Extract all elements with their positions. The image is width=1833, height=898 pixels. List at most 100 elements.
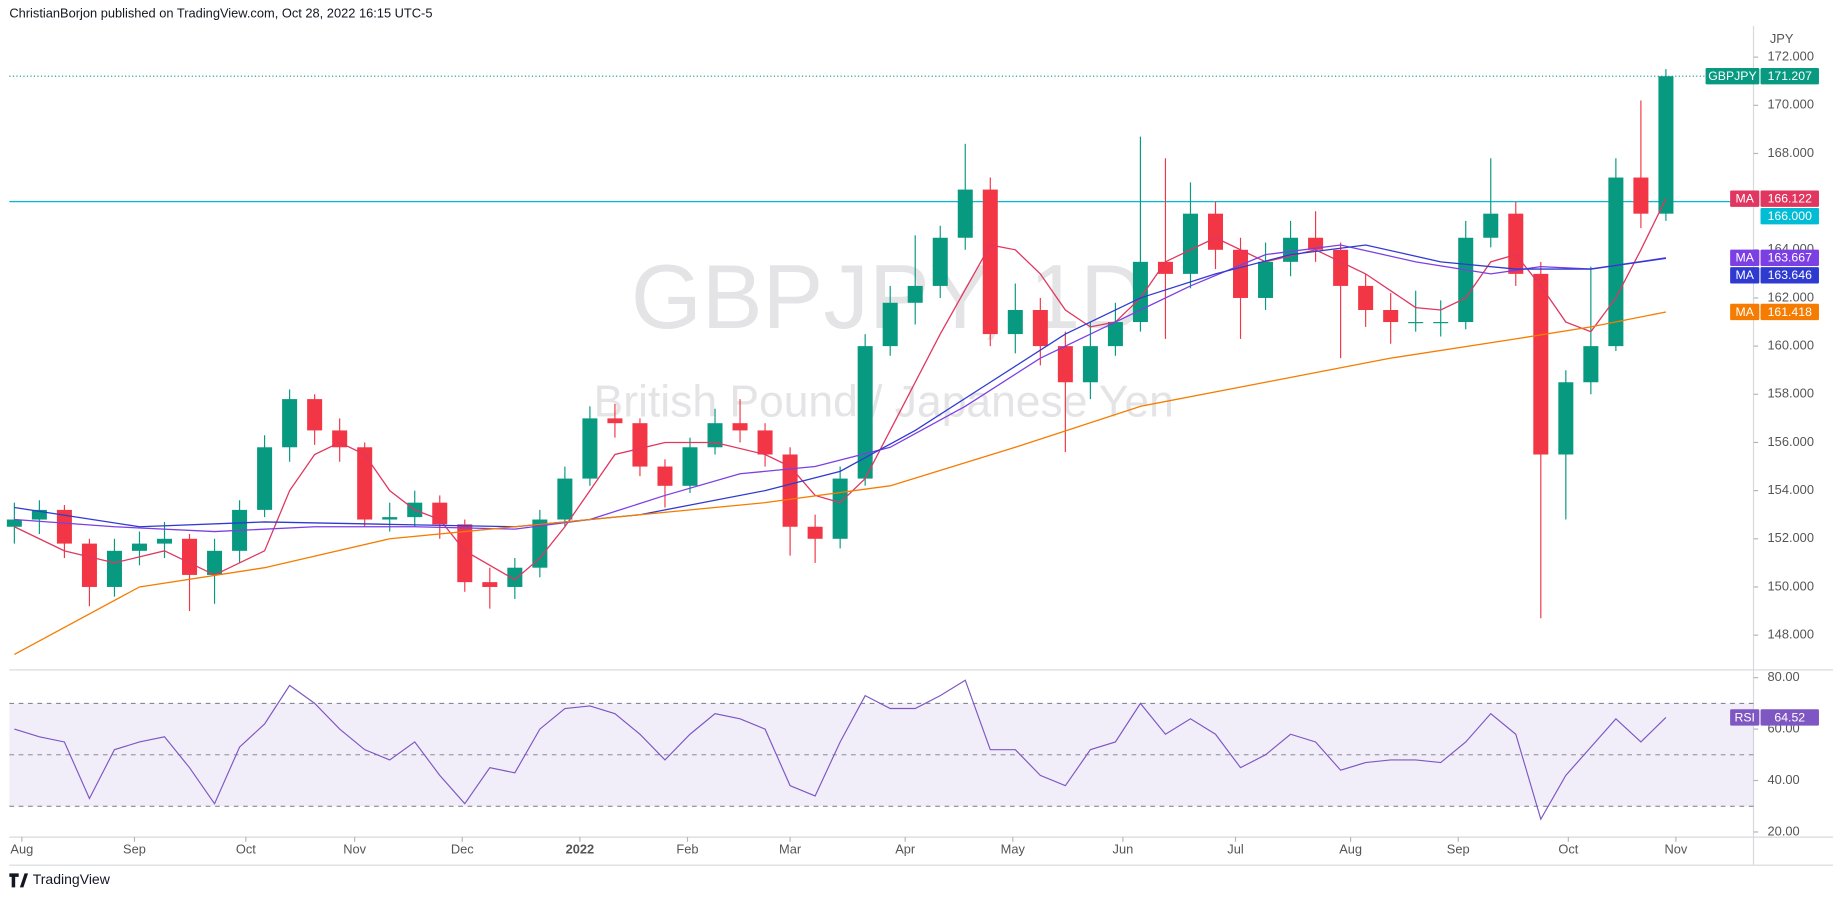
candle-body <box>1583 346 1599 383</box>
candle-body <box>1283 237 1299 262</box>
tradingview-logo <box>9 873 29 888</box>
candle-body <box>56 509 72 544</box>
candle-body <box>156 538 173 544</box>
candle-body <box>582 418 598 479</box>
candle-body <box>1308 237 1324 250</box>
candle-body <box>1533 273 1549 455</box>
x-tick-label: Sep <box>1447 841 1470 856</box>
candle-body <box>1207 213 1224 250</box>
candle-body <box>1157 261 1173 274</box>
candle-body <box>1333 249 1349 286</box>
rsi-line <box>14 679 1667 821</box>
y-tick-label: 160.000 <box>1768 338 1814 353</box>
x-tick-label: Aug <box>10 841 33 856</box>
ma-name-label-box <box>1730 190 1760 207</box>
candle-body <box>332 430 348 448</box>
candle-body <box>832 478 848 539</box>
ma-name-label-box <box>1730 303 1760 321</box>
symbol-label-box <box>1705 68 1760 85</box>
y-tick-label: 152.000 <box>1768 530 1814 545</box>
x-tick-label: Jul <box>1227 841 1243 856</box>
candle-body <box>31 509 47 520</box>
candle-body <box>1182 213 1198 274</box>
candle-body <box>732 423 748 431</box>
candle-body <box>1508 213 1524 274</box>
moving-average <box>14 244 1667 533</box>
candle-body <box>532 519 548 568</box>
candle-body <box>457 524 473 583</box>
candle-body <box>882 302 898 347</box>
x-tick-label: Jun <box>1113 841 1134 856</box>
candle-body <box>106 550 122 587</box>
candle-body <box>632 423 648 467</box>
candle-body <box>131 543 147 551</box>
candle-body <box>1658 76 1674 214</box>
x-tick-label: Aug <box>1339 841 1362 856</box>
candle-body <box>932 237 948 286</box>
last-price-label: 171.207 <box>1768 69 1813 83</box>
y-unit: JPY <box>1770 31 1794 46</box>
ma-value-label: 161.418 <box>1768 305 1813 319</box>
rsi-y-tick-label: 40.00 <box>1768 772 1800 787</box>
y-tick-label: 154.000 <box>1768 482 1814 497</box>
candle-body <box>1132 261 1148 323</box>
footer: TradingView <box>33 871 111 887</box>
candle-body <box>857 346 873 479</box>
candle-body <box>757 430 773 455</box>
ma-value-label-box <box>1760 267 1819 284</box>
y-tick-label: 168.000 <box>1768 145 1814 160</box>
candle-body <box>1408 322 1424 324</box>
moving-average <box>14 198 1667 581</box>
ma-name-label: MA <box>1736 192 1755 206</box>
candle-body <box>1383 310 1399 323</box>
y-tick-label: 156.000 <box>1768 434 1814 449</box>
candle-body <box>482 582 498 587</box>
rsi-y-tick-label: 80.00 <box>1768 669 1800 684</box>
ma-name-label: MA <box>1736 305 1755 319</box>
candle-body <box>81 543 97 587</box>
y-tick-label: 170.000 <box>1768 97 1814 112</box>
ma-name-label: MA <box>1736 251 1755 265</box>
candle-body <box>607 418 623 424</box>
candle-body <box>307 399 323 431</box>
candle-body <box>1433 322 1449 324</box>
ma-value-label: 163.646 <box>1768 268 1813 282</box>
x-tick-label: Nov <box>343 841 366 856</box>
rsi-y-tick-label: 20.00 <box>1768 823 1800 838</box>
x-tick-label: Sep <box>123 841 146 856</box>
y-tick-label: 162.000 <box>1768 289 1814 304</box>
candle-body <box>907 285 923 303</box>
ma-name-label: MA <box>1736 268 1755 282</box>
level-label: 166.000 <box>1768 209 1813 223</box>
candle-body <box>1558 382 1574 455</box>
candle-body <box>1233 249 1249 298</box>
candle-body <box>382 517 398 520</box>
ma-value-label-box <box>1760 249 1819 266</box>
ma-value-label-box <box>1760 303 1819 321</box>
y-tick-label: 172.000 <box>1768 49 1814 64</box>
rsi-value-label: 64.52 <box>1774 710 1805 724</box>
level-label-box <box>1760 208 1819 225</box>
ma-value-label-box <box>1760 190 1819 207</box>
x-tick-label: Apr <box>895 841 916 856</box>
candle-body <box>207 550 223 575</box>
candle-body <box>182 538 198 575</box>
moving-average <box>14 244 1667 528</box>
candle-body <box>432 502 448 525</box>
candle-body <box>1007 310 1023 335</box>
x-tick-label: Mar <box>779 841 802 856</box>
ma-value-label: 163.667 <box>1768 251 1813 265</box>
candle-body <box>1483 213 1499 238</box>
x-tick-label: Feb <box>676 841 698 856</box>
description-watermark: British Pound / Japanese Yen <box>594 377 1174 426</box>
candle-body <box>957 189 973 238</box>
candle-body <box>657 466 673 486</box>
ma-value-label: 166.122 <box>1768 192 1813 206</box>
ma-name-label-box <box>1730 249 1760 266</box>
candle-body <box>782 454 798 527</box>
rsi-value-label-box <box>1760 709 1819 726</box>
x-tick-label: Oct <box>236 841 256 856</box>
symbol-label: GBPJPY <box>1708 69 1756 83</box>
candle-body <box>1633 177 1649 214</box>
